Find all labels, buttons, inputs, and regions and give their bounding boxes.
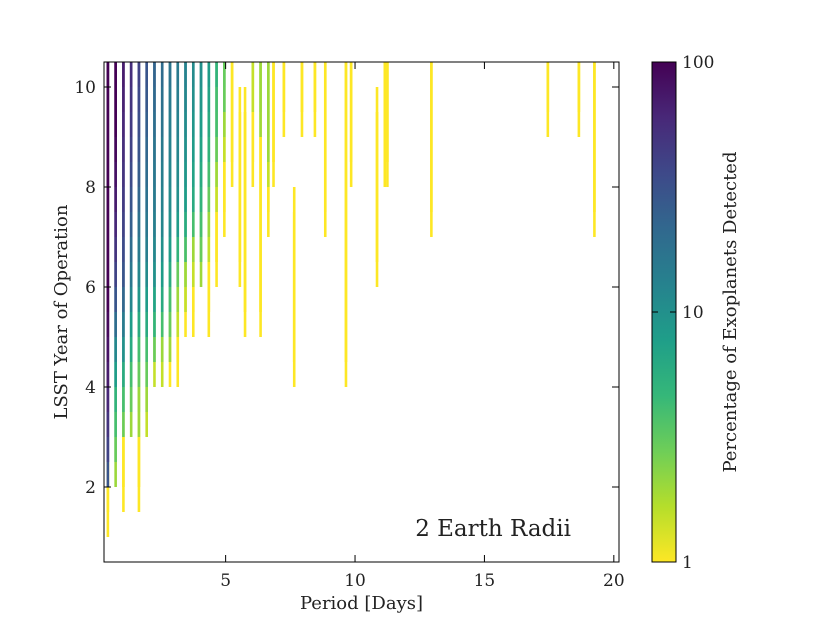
heatmap-cell: [259, 62, 262, 87]
heatmap-cell: [160, 62, 164, 87]
heatmap-cell: [546, 62, 550, 87]
y-tick-label: 10: [74, 78, 96, 98]
heatmap-cell: [577, 62, 581, 87]
plot-background: [104, 62, 619, 562]
y-tick-label: 2: [85, 478, 96, 498]
heatmap-cell: [251, 62, 255, 87]
heatmap-cell: [383, 62, 387, 87]
heatmap-cell: [386, 62, 389, 87]
heatmap-cell: [300, 62, 304, 87]
y-tick-label: 4: [85, 378, 96, 398]
colorbar-tick-label: 10: [682, 303, 704, 323]
plot-annotation: 2 Earth Radii: [415, 516, 571, 542]
y-tick-label: 6: [85, 278, 96, 298]
heatmap-cell: [230, 62, 234, 87]
heatmap-cell: [267, 62, 270, 87]
y-ticks: 2 4 6 8 10: [74, 78, 619, 498]
heatmap-cell: [153, 62, 156, 87]
heatmap-cell: [191, 62, 195, 87]
x-tick-label: 10: [344, 571, 366, 591]
heatmap-cells: [106, 62, 596, 537]
heatmap-cell: [176, 62, 180, 87]
heatmap-cell: [137, 62, 141, 87]
heatmap-cell: [349, 62, 353, 87]
heatmap-cell: [238, 87, 242, 137]
colorbar-ticks: 1 10 100: [652, 53, 714, 573]
heatmap-cell: [199, 62, 203, 87]
heatmap-cell: [145, 62, 148, 87]
heatmap-cell: [207, 62, 211, 87]
heatmap-cell: [323, 62, 327, 87]
heatmap-cell: [114, 62, 117, 87]
heatmap-cell: [272, 62, 275, 87]
heatmap-cell: [313, 62, 317, 87]
x-tick-label: 5: [220, 571, 231, 591]
heatmap-cell: [282, 62, 286, 87]
x-tick-label: 20: [603, 571, 625, 591]
y-tick-label: 8: [85, 178, 96, 198]
x-tick-label: 15: [474, 571, 496, 591]
heatmap-cell: [184, 62, 187, 87]
colorbar-tick-label: 100: [682, 53, 714, 73]
heatmap-cell: [129, 62, 133, 87]
heatmap-cell: [215, 62, 218, 87]
heatmap-cell: [168, 62, 172, 87]
heatmap-cell: [430, 62, 433, 87]
y-axis-label: LSST Year of Operation: [51, 204, 72, 419]
x-axis-label: Period [Days]: [300, 593, 423, 614]
plot-frame: [103, 61, 620, 563]
heatmap-cell: [375, 87, 379, 137]
heatmap-cell: [593, 62, 596, 87]
heatmap-cell: [292, 187, 296, 237]
heatmap-cell: [106, 62, 110, 87]
x-ticks: 5 10 15 20: [220, 62, 625, 591]
colorbar-tick-label: 1: [682, 553, 693, 573]
heatmap-cell: [344, 62, 348, 87]
colorbar-label: Percentage of Exoplanets Detected: [720, 151, 741, 472]
heatmap-cell: [122, 62, 125, 87]
heatmap-cell: [243, 87, 247, 137]
heatmap-cell: [223, 62, 226, 87]
